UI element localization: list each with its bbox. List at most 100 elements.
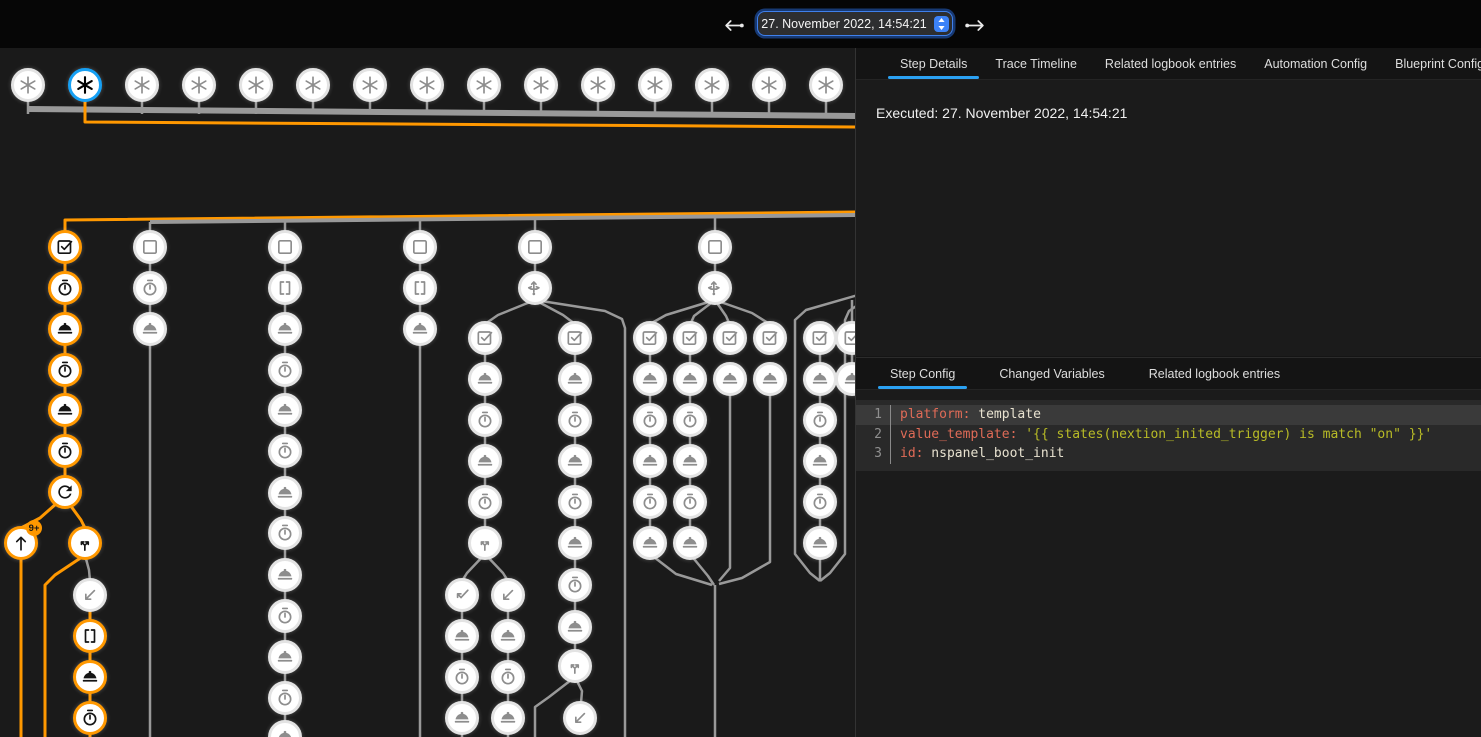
split-node[interactable]: [468, 526, 502, 560]
checkbox-off-node[interactable]: [518, 230, 552, 264]
decision-node[interactable]: [698, 271, 732, 305]
trigger-asterisk-node[interactable]: [752, 68, 786, 102]
service-node[interactable]: [491, 619, 525, 653]
timer-node[interactable]: [558, 403, 592, 437]
checkbox-off-node[interactable]: [268, 230, 302, 264]
decision-node[interactable]: [518, 271, 552, 305]
checkbox-on-node[interactable]: [803, 321, 837, 355]
service-node[interactable]: [268, 558, 302, 592]
service-node[interactable]: [803, 526, 837, 560]
brackets-node[interactable]: [268, 271, 302, 305]
trigger-asterisk-node[interactable]: [353, 68, 387, 102]
trigger-asterisk-node[interactable]: [182, 68, 216, 102]
timer-node[interactable]: [558, 485, 592, 519]
service-node[interactable]: [468, 444, 502, 478]
timer-node[interactable]: [803, 485, 837, 519]
service-node[interactable]: [445, 619, 479, 653]
timer-node[interactable]: [48, 353, 82, 387]
step-config-code[interactable]: 1 platform: template 2 value_template: '{{ …: [856, 400, 1481, 471]
next-trace-button[interactable]: [960, 13, 991, 38]
checkbox-on-node[interactable]: [835, 321, 855, 355]
service-node[interactable]: [713, 362, 747, 396]
tab-step-details[interactable]: Step Details: [886, 48, 981, 79]
checkbox-off-node[interactable]: [403, 230, 437, 264]
timer-node[interactable]: [268, 434, 302, 468]
service-node[interactable]: [491, 701, 525, 735]
arrow-dl-node[interactable]: [491, 578, 525, 612]
checkbox-off-node[interactable]: [133, 230, 167, 264]
service-node[interactable]: [753, 362, 787, 396]
trigger-asterisk-node[interactable]: [467, 68, 501, 102]
service-node[interactable]: [835, 362, 855, 396]
service-node[interactable]: [468, 362, 502, 396]
service-node[interactable]: [268, 640, 302, 674]
brackets-node[interactable]: [403, 271, 437, 305]
split-node[interactable]: [68, 526, 102, 560]
arrow-dl-node[interactable]: [73, 578, 107, 612]
timer-node[interactable]: [468, 485, 502, 519]
tab-related-logbook-entries[interactable]: Related logbook entries: [1148, 366, 1281, 381]
arrow-dl-node[interactable]: [563, 701, 597, 735]
trigger-asterisk-node[interactable]: [695, 68, 729, 102]
trigger-asterisk-node[interactable]: [581, 68, 615, 102]
brackets-node[interactable]: [73, 619, 107, 653]
timer-node[interactable]: [268, 599, 302, 633]
refresh-node[interactable]: [48, 475, 82, 509]
service-node[interactable]: [558, 610, 592, 644]
service-node[interactable]: [803, 444, 837, 478]
timer-node[interactable]: [468, 403, 502, 437]
service-node[interactable]: [445, 701, 479, 735]
checkbox-on-node[interactable]: [713, 321, 747, 355]
timer-node[interactable]: [558, 568, 592, 602]
code-line[interactable]: 2 value_template: '{{ states(nextion_init…: [856, 424, 1481, 444]
service-node[interactable]: [633, 362, 667, 396]
service-node[interactable]: [673, 444, 707, 478]
trace-date-select[interactable]: 27. November 2022, 14:54:21: [757, 11, 953, 36]
service-node[interactable]: [558, 526, 592, 560]
checkbox-on-node[interactable]: [558, 321, 592, 355]
service-node[interactable]: [633, 444, 667, 478]
checkbox-on-node[interactable]: [48, 230, 82, 264]
service-node[interactable]: [673, 526, 707, 560]
trigger-asterisk-node[interactable]: [410, 68, 444, 102]
code-line[interactable]: 3 id: nspanel_boot_init: [856, 444, 1481, 464]
checkbox-on-node[interactable]: [673, 321, 707, 355]
timer-node[interactable]: [48, 271, 82, 305]
service-node[interactable]: [673, 362, 707, 396]
checkbox-on-node[interactable]: [468, 321, 502, 355]
service-node[interactable]: [558, 444, 592, 478]
trigger-asterisk-node[interactable]: [809, 68, 843, 102]
service-node[interactable]: [268, 476, 302, 510]
timer-node[interactable]: [673, 403, 707, 437]
timer-node[interactable]: [268, 353, 302, 387]
tab-trace-timeline[interactable]: Trace Timeline: [995, 56, 1077, 71]
service-node[interactable]: [48, 312, 82, 346]
timer-node[interactable]: [268, 681, 302, 715]
check-arrow-node[interactable]: [445, 578, 479, 612]
service-node[interactable]: [633, 526, 667, 560]
timer-node[interactable]: [633, 403, 667, 437]
split-node[interactable]: [558, 649, 592, 683]
tab-automation-config[interactable]: Automation Config: [1264, 56, 1368, 71]
service-node[interactable]: [133, 312, 167, 346]
trigger-asterisk-node[interactable]: [638, 68, 672, 102]
trigger-asterisk-node[interactable]: [239, 68, 273, 102]
trigger-asterisk-node[interactable]: [296, 68, 330, 102]
timer-node[interactable]: [73, 701, 107, 735]
timer-node[interactable]: [268, 516, 302, 550]
timer-node[interactable]: [445, 660, 479, 694]
arrow-up-node[interactable]: 9+: [4, 520, 42, 560]
code-line[interactable]: 1 platform: template: [856, 405, 1481, 425]
checkbox-on-node[interactable]: [633, 321, 667, 355]
service-node[interactable]: [403, 312, 437, 346]
trigger-asterisk-node[interactable]: [125, 68, 159, 102]
trigger-asterisk-node[interactable]: [524, 68, 558, 102]
timer-node[interactable]: [133, 271, 167, 305]
timer-node[interactable]: [673, 485, 707, 519]
timer-node[interactable]: [633, 485, 667, 519]
service-node[interactable]: [268, 312, 302, 346]
service-node[interactable]: [268, 393, 302, 427]
trigger-asterisk-node[interactable]: [11, 68, 45, 102]
previous-trace-button[interactable]: [718, 13, 749, 38]
service-node[interactable]: [558, 362, 592, 396]
